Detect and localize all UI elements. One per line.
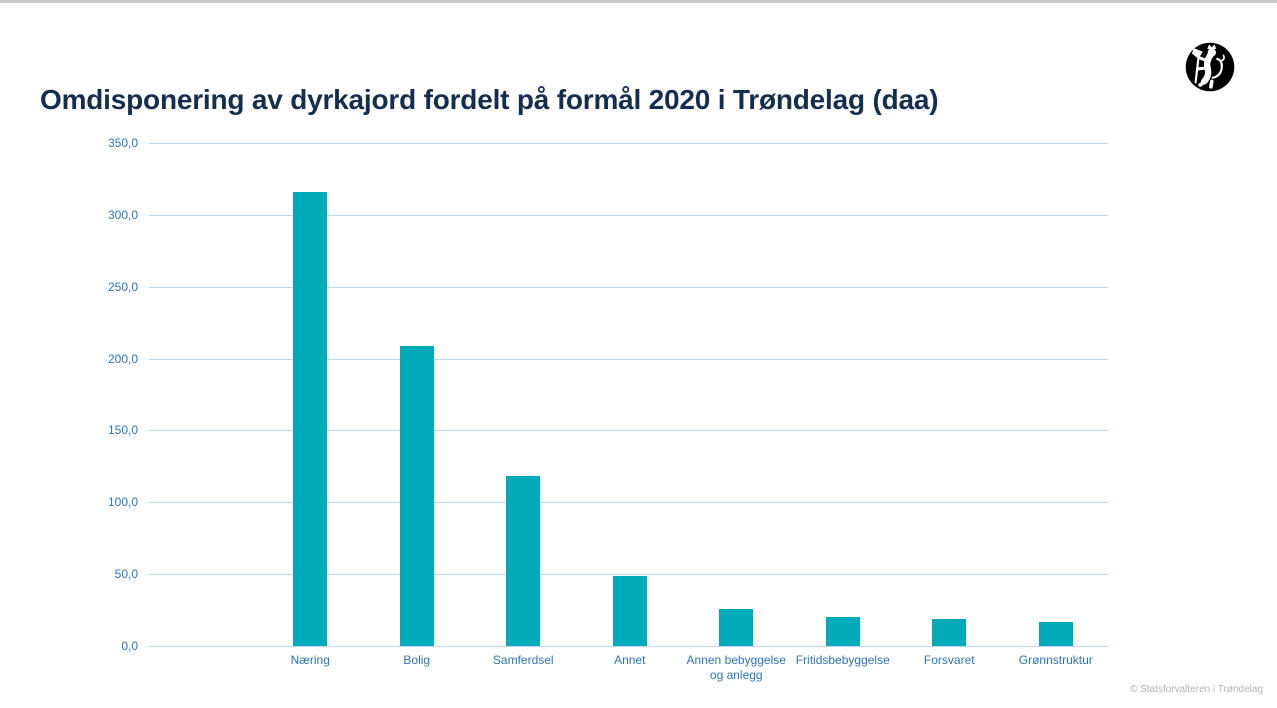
y-tick-label: 300,0	[107, 207, 138, 222]
y-tick-label: 150,0	[107, 423, 138, 438]
y-tick-label: 200,0	[107, 351, 138, 366]
statsforvalteren-logo	[1183, 40, 1237, 94]
bar-slot	[470, 143, 577, 646]
bar	[932, 618, 967, 646]
x-axis-labels: Næring Bolig Samferdsel Annet Annen bebyggel…	[257, 653, 1109, 683]
y-tick-label: 50,0	[114, 567, 138, 582]
category-label: Annen bebyggelse og anlegg	[686, 653, 786, 682]
bar	[506, 476, 541, 646]
bar	[719, 608, 754, 646]
category-label: Fritidsbebyggelse	[795, 653, 890, 667]
bar-slot	[257, 143, 364, 646]
bar	[825, 617, 860, 646]
bar-slot	[364, 143, 471, 646]
lion-rampant-icon	[1185, 42, 1235, 92]
category-label: Forsvaret	[923, 653, 975, 667]
category-label: Grønnstruktur	[1018, 653, 1093, 667]
y-tick-label: 350,0	[107, 136, 138, 150]
category-label: Annet	[614, 653, 646, 667]
bar	[293, 191, 328, 646]
y-tick-label: 250,0	[107, 279, 138, 294]
top-border-line	[0, 0, 1277, 3]
gridline	[149, 286, 1108, 288]
bar-slot	[790, 143, 897, 646]
chart-title: Omdisponering av dyrkajord fordelt på fo…	[40, 84, 939, 115]
bar-slot	[896, 143, 1003, 646]
gridline	[149, 502, 1108, 504]
bar-slot	[1003, 143, 1110, 646]
y-tick-label: 100,0	[107, 495, 138, 510]
bar-slot	[683, 143, 790, 646]
bar	[1038, 621, 1073, 646]
bar	[612, 575, 647, 646]
bars-area	[257, 143, 1109, 646]
category-label: Næring	[290, 653, 330, 667]
bar-slot	[577, 143, 684, 646]
gridline	[149, 574, 1108, 576]
gridline	[149, 358, 1108, 360]
bar-chart: 350,0 300,0 250,0 200,0 150,0 100,0 50,0 0,0	[0, 136, 1277, 653]
gridline	[149, 143, 1108, 144]
category-label: Bolig	[403, 653, 431, 667]
bar	[399, 345, 434, 646]
gridline	[149, 646, 1108, 647]
y-tick-label: 0,0	[121, 639, 138, 653]
gridline	[149, 214, 1108, 216]
category-label: Samferdsel	[492, 653, 554, 667]
copyright-text: © Statsforvalteren i Trøndelag	[1130, 684, 1263, 695]
gridline	[149, 430, 1108, 432]
